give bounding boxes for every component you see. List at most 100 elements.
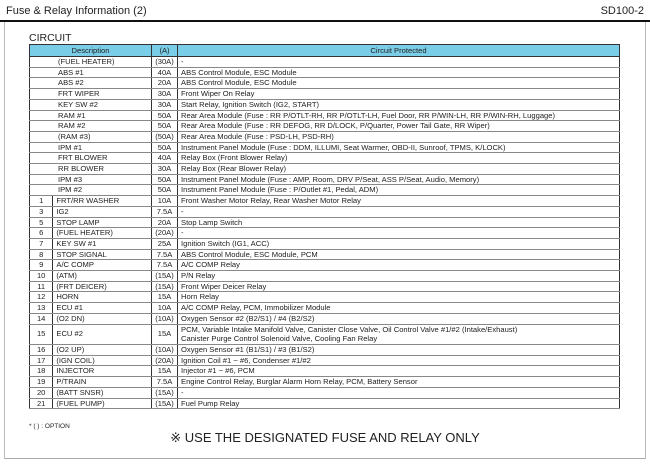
fuse-description: FRT WIPER <box>29 88 152 100</box>
circuit-protected: Rear Area Module (Fuse : RR P/OTLT-RH, R… <box>177 110 620 122</box>
fuse-description: INJECTOR <box>52 365 152 378</box>
circuit-line: - <box>181 387 184 397</box>
circuit-protected: Front Wiper Deicer Relay <box>177 281 620 293</box>
fuse-description: (ATM) <box>52 270 152 282</box>
fuse-rating: 50A <box>151 120 178 132</box>
table-row: ABS #1 40A ABS Control Module, ESC Module <box>29 67 620 79</box>
table-row: 20 (BATT SNSR) (15A) - <box>28 387 620 399</box>
circuit-line: A/C COMP Relay <box>181 260 240 270</box>
table-row: IPM #2 50A Instrument Panel Module (Fuse :… <box>29 184 620 197</box>
table-row: 1 FRT/RR WASHER 10A Front Washer Motor Rela… <box>28 195 620 207</box>
fuse-rating: 10A <box>151 195 178 207</box>
circuit-line: Oxygen Sensor #1 (B1/S1) / #3 (B1/S2) <box>181 344 315 354</box>
fuse-number: 16 <box>28 344 53 356</box>
warning-text: ※ USE THE DESIGNATED FUSE AND RELAY ONLY <box>170 430 480 445</box>
table-row: 7 KEY SW #1 25A Ignition Switch (IG1, ACC) <box>28 238 620 250</box>
fuse-rating: 50A <box>151 184 178 197</box>
fuse-rating: (15A) <box>151 398 178 410</box>
fuse-number: 13 <box>28 302 53 314</box>
table-row: 16 (O2 UP) (10A) Oxygen Sensor #1 (B1/S1) /… <box>28 344 620 356</box>
circuit-protected: Front Washer Motor Relay, Rear Washer Mo… <box>177 195 620 207</box>
fuse-rating: 30A <box>151 88 178 100</box>
table-row: 9 A/C COMP 7.5A A/C COMP Relay <box>28 259 620 272</box>
table-row: IPM #3 50A Instrument Panel Module (Fuse :… <box>29 174 620 186</box>
fuse-description: RR BLOWER <box>29 163 152 175</box>
fuse-description: ABS #2 <box>29 77 152 90</box>
header-divider <box>0 20 650 22</box>
fuse-rating: (10A) <box>151 313 178 325</box>
circuit-line: Injector #1 ~ #6, PCM <box>181 366 255 376</box>
table-row: 19 P/TRAIN 7.5A Engine Control Relay, Burgl… <box>28 376 620 388</box>
circuit-protected: Front Wiper On Relay <box>177 88 620 100</box>
table-row: 14 (O2 DN) (10A) Oxygen Sensor #2 (B2/S1) /… <box>28 313 620 325</box>
circuit-protected: - <box>177 227 620 239</box>
circuit-line: Ignition Switch (IG1, ACC) <box>181 238 270 248</box>
fuse-number: 1 <box>28 195 53 207</box>
table-row: 12 HORN 15A Horn Relay <box>28 291 620 304</box>
circuit-line: Horn Relay <box>181 292 219 302</box>
fuse-rating: 50A <box>151 142 178 154</box>
fuse-description: (O2 UP) <box>52 344 152 356</box>
fuse-description: A/C COMP <box>52 259 152 272</box>
circuit-line: P/N Relay <box>181 271 216 281</box>
fuse-description: IPM #1 <box>29 142 152 154</box>
table-row: RR BLOWER 30A Relay Box (Rear Blower Relay… <box>29 163 620 175</box>
fuse-rating: 7.5A <box>151 249 178 261</box>
fuse-rating: 15A <box>151 291 178 304</box>
fuse-rating: 30A <box>151 99 178 111</box>
fuse-rating: 20A <box>151 217 178 229</box>
fuse-description: RAM #1 <box>29 110 152 122</box>
fuse-rating: 7.5A <box>151 206 178 218</box>
fuse-number: 12 <box>28 291 53 304</box>
option-footnote: * ( ) : OPTION <box>29 423 70 430</box>
circuit-protected: Stop Lamp Switch <box>177 217 620 229</box>
fuse-rating: 15A <box>151 324 178 345</box>
fuse-number: 21 <box>28 398 53 410</box>
fuse-number: 18 <box>28 365 53 378</box>
circuit-line: Ignition Coil #1 ~ #6, Condenser #1/#2 <box>181 355 311 365</box>
page-title: Fuse & Relay Information (2) <box>6 5 147 17</box>
circuit-table: Description (A) Circuit Protected (FUEL … <box>28 44 620 410</box>
fuse-rating: (20A) <box>151 355 178 367</box>
circuit-protected: Horn Relay <box>177 291 620 304</box>
fuse-rating: 25A <box>151 238 178 250</box>
table-row: 6 (FUEL HEATER) (20A) - <box>28 227 620 239</box>
fuse-description: IG2 <box>52 206 152 218</box>
circuit-protected: Rear Area Module (Fuse : RR DEFOG, RR D/… <box>177 120 620 132</box>
fuse-number: 5 <box>28 217 53 229</box>
fuse-description: (FUEL PUMP) <box>52 398 152 410</box>
table-row: 13 ECU #1 10A A/C COMP Relay, PCM, Immobili… <box>28 302 620 314</box>
col-circuit: Circuit Protected <box>177 44 620 57</box>
circuit-protected: ABS Control Module, ESC Module, PCM <box>177 249 620 261</box>
fuse-rating: (30A) <box>151 56 178 68</box>
fuse-description: (IGN COIL) <box>52 355 152 367</box>
circuit-line: Front Wiper Deicer Relay <box>181 281 267 291</box>
fuse-rating: (20A) <box>151 227 178 239</box>
circuit-protected: - <box>177 56 620 68</box>
table-row: 11 (FRT DEICER) (15A) Front Wiper Deicer Re… <box>28 281 620 293</box>
table-row: FRT WIPER 30A Front Wiper On Relay <box>29 88 620 100</box>
fuse-rating: 40A <box>151 152 178 165</box>
table-header: Description (A) Circuit Protected <box>29 44 620 57</box>
circuit-protected: Oxygen Sensor #2 (B2/S1) / #4 (B2/S2) <box>177 313 620 325</box>
table-row: KEY SW #2 30A Start Relay, Ignition Switch… <box>29 99 620 111</box>
fuse-description: FRT/RR WASHER <box>52 195 152 207</box>
col-description: Description <box>29 44 152 57</box>
fuse-description: (BATT SNSR) <box>52 387 152 399</box>
fuse-description: STOP LAMP <box>52 217 152 229</box>
circuit-protected: Relay Box (Front Blower Relay) <box>177 152 620 165</box>
fuse-number: 17 <box>28 355 53 367</box>
fuse-description: IPM #3 <box>29 174 152 186</box>
circuit-protected: Fuel Pump Relay <box>177 398 620 410</box>
fuse-number: 14 <box>28 313 53 325</box>
circuit-protected: Instrument Panel Module (Fuse : DDM, ILL… <box>177 142 620 154</box>
circuit-line: Instrument Panel Module (Fuse : AMP, Roo… <box>181 174 480 184</box>
circuit-line: ABS Control Module, ESC Module <box>181 78 297 88</box>
fuse-description: ECU #1 <box>52 302 152 314</box>
circuit-line: A/C COMP Relay, PCM, Immobilizer Module <box>181 303 331 313</box>
fuse-description: (FRT DEICER) <box>52 281 152 293</box>
circuit-protected: ABS Control Module, ESC Module <box>177 67 620 79</box>
circuit-protected: Ignition Switch (IG1, ACC) <box>177 238 620 250</box>
fuse-rating: (50A) <box>151 131 178 143</box>
fuse-number: 7 <box>28 238 53 250</box>
